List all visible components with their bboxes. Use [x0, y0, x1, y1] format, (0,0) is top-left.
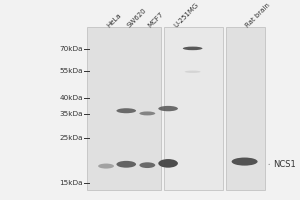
- Text: Rat brain: Rat brain: [244, 2, 272, 28]
- Ellipse shape: [232, 158, 258, 166]
- Text: 70kDa: 70kDa: [59, 46, 83, 52]
- Ellipse shape: [116, 108, 136, 113]
- Ellipse shape: [158, 106, 178, 111]
- Text: SW620: SW620: [126, 7, 148, 28]
- Text: U-251MG: U-251MG: [172, 1, 200, 28]
- Text: 55kDa: 55kDa: [59, 68, 83, 74]
- Ellipse shape: [183, 47, 202, 50]
- Ellipse shape: [140, 162, 155, 168]
- Text: NCS1: NCS1: [274, 160, 296, 169]
- Bar: [87, 27, 161, 190]
- Ellipse shape: [185, 71, 201, 73]
- Ellipse shape: [98, 164, 114, 169]
- Bar: [164, 27, 223, 190]
- Bar: [226, 27, 265, 190]
- Text: 15kDa: 15kDa: [59, 180, 83, 186]
- Ellipse shape: [140, 111, 155, 115]
- Text: 40kDa: 40kDa: [59, 95, 83, 101]
- Ellipse shape: [158, 159, 178, 168]
- Text: 25kDa: 25kDa: [59, 135, 83, 141]
- Text: HeLa: HeLa: [106, 12, 123, 28]
- Text: 35kDa: 35kDa: [59, 111, 83, 117]
- Text: MCF7: MCF7: [147, 11, 165, 28]
- Ellipse shape: [116, 161, 136, 168]
